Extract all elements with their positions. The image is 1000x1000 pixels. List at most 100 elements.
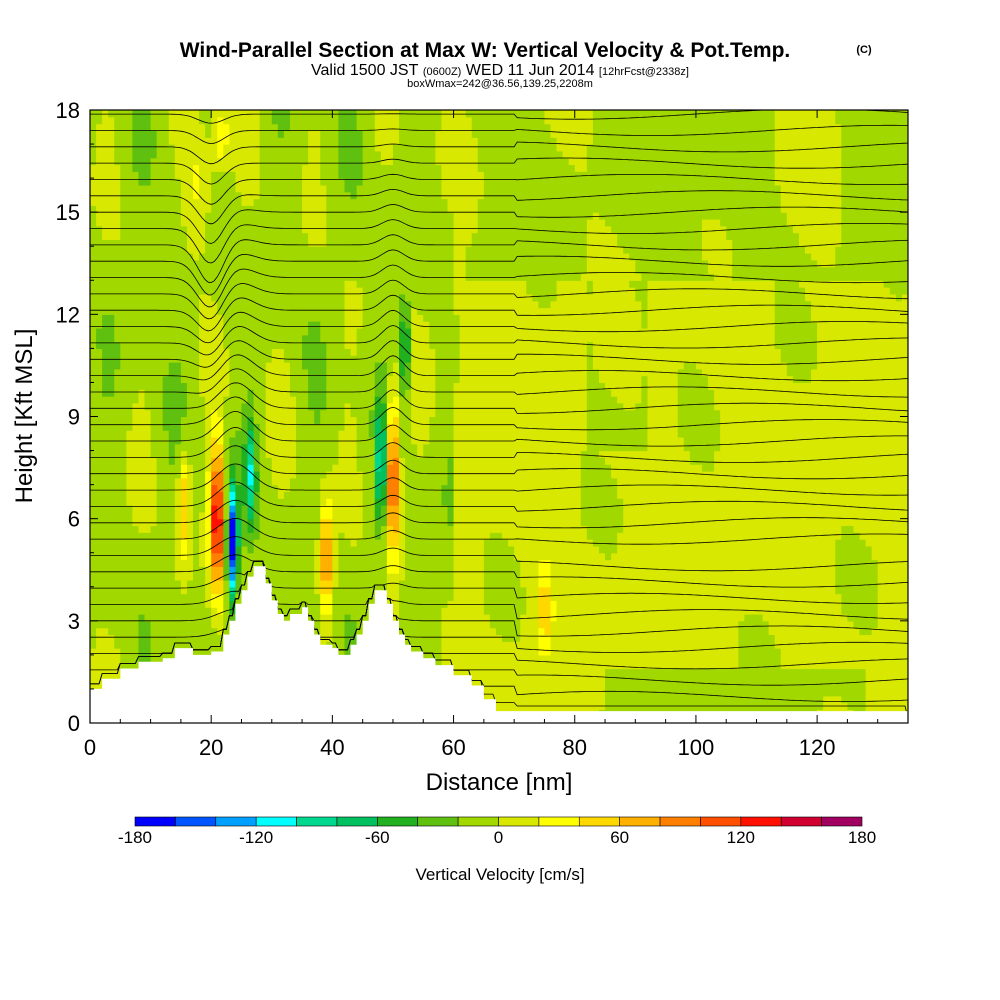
heat-cell [302, 443, 309, 452]
heat-cell [344, 491, 352, 499]
heat-cell [362, 157, 370, 166]
heat-cell [392, 280, 400, 288]
heat-cell [411, 362, 418, 370]
heat-cell [199, 402, 206, 411]
heat-cell [350, 423, 358, 431]
heat-cell [253, 518, 261, 527]
heat-cell [283, 239, 291, 247]
heat-cell [174, 178, 182, 186]
heat-cell [411, 423, 418, 431]
heat-cell [96, 266, 103, 275]
heat-cell [90, 287, 97, 295]
heat-cell [405, 130, 412, 138]
heat-cell [235, 150, 243, 159]
heat-cell [90, 675, 97, 683]
heat-cell [199, 559, 206, 567]
heat-cell [289, 232, 297, 241]
heat-cell [108, 634, 115, 642]
heat-cell [168, 348, 176, 356]
heat-cell [96, 218, 103, 227]
heat-cell [338, 607, 346, 615]
heat-cell [314, 280, 321, 288]
heat-cell [217, 375, 224, 384]
heat-cell [205, 225, 212, 234]
heat-cell [108, 300, 115, 309]
heat-cell [199, 505, 206, 513]
heat-cell [180, 225, 188, 234]
heat-cell [289, 225, 297, 234]
heat-cell [265, 198, 273, 206]
heat-cell [138, 409, 146, 418]
heat-cell [223, 402, 230, 411]
heat-cell [386, 130, 394, 138]
heat-cell [405, 539, 412, 547]
heat-cell [386, 593, 394, 601]
heat-cell [229, 600, 237, 608]
heat-cell [289, 402, 297, 411]
heat-cell [162, 266, 170, 275]
heat-cell [229, 491, 237, 499]
heat-cell [199, 498, 206, 506]
heat-cell [132, 246, 140, 254]
heat-cell [174, 498, 182, 506]
heat-cell [320, 341, 327, 349]
heat-cell [132, 116, 140, 125]
heat-cell [392, 470, 400, 479]
heat-cell [308, 348, 315, 356]
heat-cell [132, 157, 140, 166]
heat-cell [174, 477, 182, 486]
heat-cell [217, 225, 224, 234]
heat-cell [108, 266, 115, 275]
heat-cell [241, 470, 249, 479]
heat-cell [199, 470, 206, 479]
heat-cell [320, 137, 327, 145]
heat-cell [247, 307, 255, 315]
heat-cell [102, 579, 109, 588]
heat-cell [186, 232, 194, 241]
heat-cell [259, 225, 267, 234]
heat-cell [259, 205, 267, 213]
heat-cell [314, 212, 321, 220]
heat-cell [302, 409, 309, 418]
heat-cell [344, 327, 352, 336]
heat-cell [114, 327, 121, 336]
heat-cell [380, 402, 388, 411]
heat-cell [332, 402, 340, 411]
heat-cell [144, 416, 152, 424]
heat-cell [338, 505, 346, 513]
heat-cell [150, 266, 158, 275]
heat-cell [156, 443, 164, 452]
heat-cell [338, 457, 346, 465]
heat-cell [265, 525, 273, 533]
heat-cell [302, 491, 309, 499]
heat-cell [180, 300, 188, 309]
heat-cell [199, 130, 206, 138]
heat-cell [90, 634, 97, 642]
heat-cell [174, 293, 182, 302]
heat-cell [174, 362, 182, 370]
heat-cell [368, 409, 376, 418]
heat-cell [356, 484, 364, 493]
heat-cell [320, 470, 327, 479]
heat-cell [399, 593, 406, 601]
heat-cell [417, 627, 424, 636]
heat-cell [205, 116, 212, 125]
heat-cell [338, 443, 346, 452]
heat-cell [296, 382, 303, 390]
heat-cell [138, 341, 146, 349]
heat-cell [186, 150, 194, 159]
heat-cell [283, 246, 291, 254]
heat-cell [356, 239, 364, 247]
heat-cell [320, 157, 327, 166]
heat-cell [392, 573, 400, 581]
heat-cell [114, 198, 121, 206]
heat-cell [283, 348, 291, 356]
heat-cell [132, 341, 140, 349]
heat-cell [162, 389, 170, 397]
heat-cell [326, 321, 333, 329]
heat-cell [156, 307, 164, 315]
heat-cell [332, 539, 340, 547]
heat-cell [277, 198, 285, 206]
heat-cell [223, 218, 230, 227]
heat-cell [338, 293, 346, 302]
